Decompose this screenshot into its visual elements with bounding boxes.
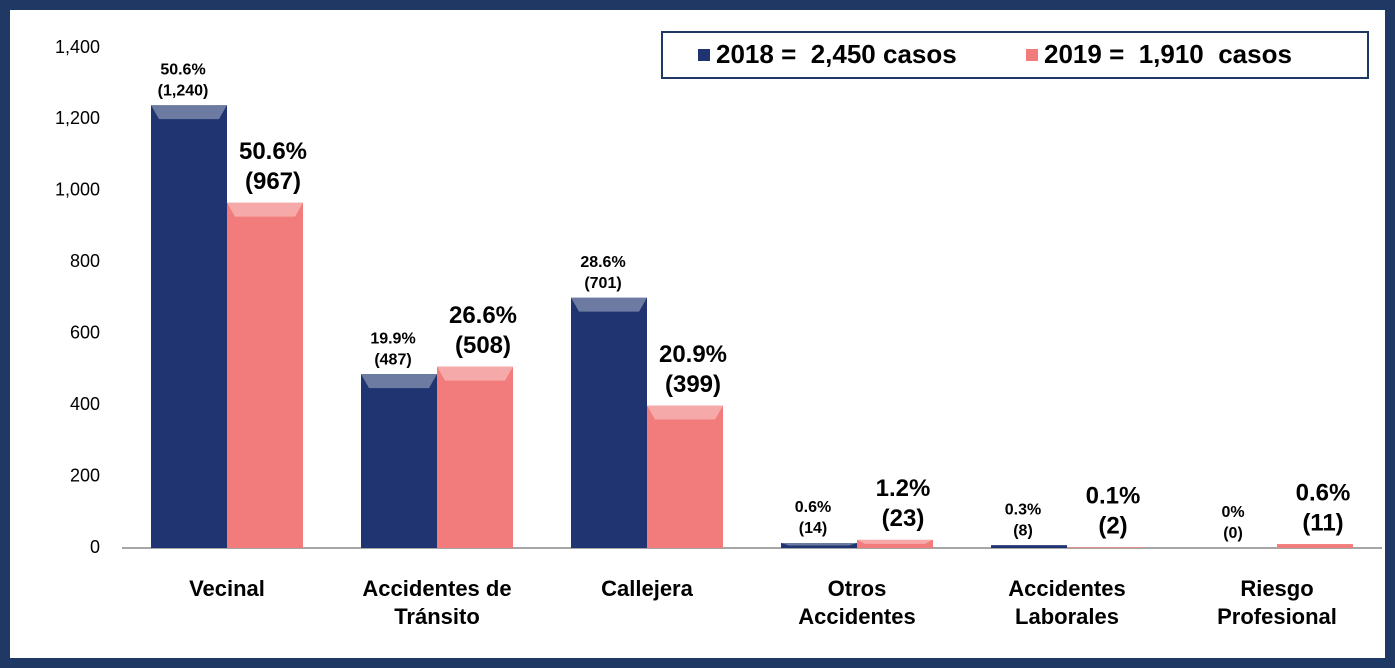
bar (361, 374, 437, 548)
value-label: (487) (374, 351, 411, 368)
y-tick-label: 1,400 (55, 37, 100, 57)
value-label: (701) (584, 275, 621, 292)
value-label: (967) (245, 168, 301, 195)
y-tick-label: 1,200 (55, 108, 100, 128)
bar (857, 539, 933, 548)
value-label: (0) (1223, 525, 1243, 542)
percent-label: 20.9% (659, 341, 727, 368)
value-label: (508) (455, 332, 511, 359)
percent-label: 0.6% (795, 499, 831, 516)
bar-bevel (647, 405, 723, 420)
percent-label: 26.6% (449, 302, 517, 329)
percent-label: 28.6% (580, 254, 625, 271)
value-label: (14) (799, 520, 827, 537)
bar-bevel (781, 543, 857, 546)
percent-label: 0.6% (1296, 479, 1351, 506)
value-label: (399) (665, 371, 721, 398)
x-tick-label: Accidentes de Tránsito (362, 576, 511, 629)
percent-label: 19.9% (370, 330, 415, 347)
percent-label: 1.2% (876, 475, 931, 502)
legend-swatch (698, 49, 710, 61)
bar-bevel (151, 105, 227, 120)
y-tick-label: 600 (70, 322, 100, 342)
value-label: (1,240) (158, 82, 209, 99)
bar (151, 105, 227, 549)
x-tick-label: Accidentes Laborales (1008, 576, 1125, 629)
percent-label: 50.6% (239, 138, 307, 165)
bar (227, 202, 303, 548)
legend-box (661, 31, 1369, 79)
x-tick-label: Otros Accidentes (798, 576, 915, 629)
y-tick-label: 200 (70, 465, 100, 485)
percent-label: 0.1% (1086, 483, 1141, 510)
bar (1067, 547, 1143, 548)
x-tick-label: Callejera (601, 576, 693, 601)
y-tick-label: 1,000 (55, 180, 100, 200)
percent-label: 50.6% (160, 61, 205, 78)
bar (1277, 544, 1353, 548)
bar (647, 405, 723, 548)
bar (781, 543, 857, 548)
legend-label: 2018 = 2,450 casos (716, 39, 957, 69)
y-tick-label: 400 (70, 394, 100, 414)
value-label: (11) (1302, 509, 1343, 536)
y-tick-label: 0 (90, 537, 100, 557)
bar-bevel (571, 297, 647, 312)
bar (437, 366, 513, 548)
value-label: (2) (1098, 513, 1127, 540)
bar-bevel (227, 202, 303, 217)
legend-label: 2019 = 1,910 casos (1044, 39, 1292, 69)
bar (991, 545, 1067, 548)
bar (571, 297, 647, 548)
x-tick-label: Riesgo Profesional (1217, 576, 1337, 629)
y-tick-label: 800 (70, 251, 100, 271)
value-label: (23) (882, 505, 925, 532)
bar-bevel (437, 366, 513, 381)
bar-bevel (361, 374, 437, 389)
legend-swatch (1026, 49, 1038, 61)
bar-bevel (857, 539, 933, 544)
percent-label: 0.3% (1005, 501, 1041, 518)
percent-label: 0% (1221, 504, 1244, 521)
x-tick-label: Vecinal (189, 576, 265, 601)
value-label: (8) (1013, 522, 1033, 539)
